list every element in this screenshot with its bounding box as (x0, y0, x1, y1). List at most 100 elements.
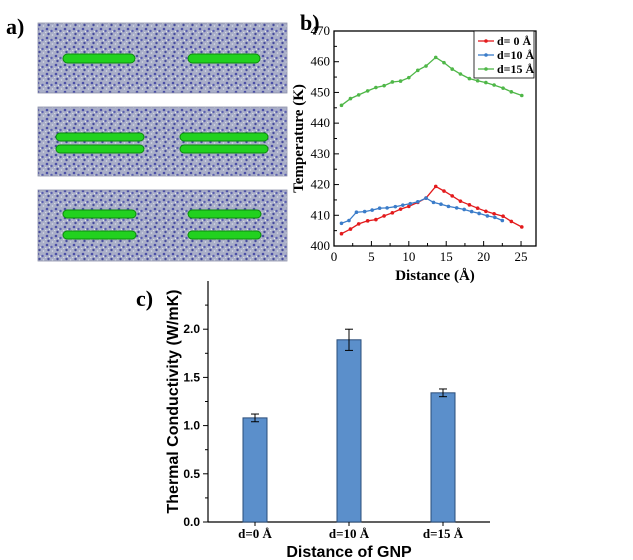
snapshot-d15 (37, 189, 288, 262)
gnp-sheet (62, 209, 137, 219)
temperature-line-chart: 0 5 10 15 20 25 400 410 420 430 440 450 460 470 Distan… (291, 23, 537, 284)
gnp-sheet (179, 132, 269, 142)
series-point-2 (509, 90, 514, 94)
series-point-1 (462, 207, 466, 212)
x-tick-label: 20 (477, 249, 490, 264)
bar (336, 339, 362, 523)
series-point-2 (374, 85, 378, 90)
y-tick-label: 440 (311, 115, 331, 130)
panel-label-c: c) (136, 286, 154, 311)
series-point-2 (365, 89, 370, 93)
series-point-1 (500, 218, 505, 223)
series-point-1 (493, 215, 497, 220)
thermal-conductivity-bar-chart: 0.0 0.5 1.0 1.5 2.0 d=0 Å d=10 Å d=15 Å Distance… (165, 281, 490, 560)
x-tick-label: d=0 Å (238, 526, 272, 541)
series-point-0 (339, 231, 344, 236)
series-point-0 (484, 209, 488, 214)
y-tick-label: 2.0 (183, 322, 200, 336)
series-point-0 (492, 211, 496, 216)
series-point-2 (492, 83, 496, 87)
y-tick-label: 450 (311, 84, 331, 99)
series-point-1 (377, 206, 382, 211)
series-point-0 (398, 207, 403, 211)
legend-marker (484, 39, 488, 43)
y-tick-label: 1.0 (183, 419, 200, 433)
series-point-1 (446, 204, 451, 209)
series-point-0 (374, 217, 378, 222)
bar (242, 417, 268, 523)
series-point-0 (519, 225, 524, 229)
gnp-sheet (62, 53, 136, 64)
series-point-0 (458, 199, 463, 203)
x-tick-label: 0 (331, 249, 338, 264)
series-point-0 (390, 211, 395, 215)
series-point-2 (407, 75, 411, 80)
series-point-1 (469, 209, 474, 214)
series-point-2 (415, 68, 420, 73)
legend-entry: d= 0 Å (497, 34, 532, 48)
series-point-1 (485, 214, 490, 218)
x-tick-label: d=15 Å (423, 526, 464, 541)
gnp-sheet (187, 230, 262, 240)
series-point-0 (450, 194, 455, 198)
x-tick-label: d=10 Å (329, 526, 370, 541)
series-point-2 (450, 67, 455, 71)
series-point-2 (458, 72, 463, 76)
series-point-0 (382, 214, 386, 218)
y-tick-label: 410 (311, 207, 331, 222)
panel-label-b: b) (300, 10, 320, 35)
legend-entry: d=10 Å (497, 48, 535, 62)
legend-entry: d=15 Å (497, 62, 535, 76)
series-point-2 (339, 103, 344, 108)
series-point-2 (484, 80, 488, 85)
series-point-0 (467, 203, 472, 207)
series-point-1 (385, 206, 389, 210)
panel-label-a: a) (6, 14, 25, 39)
series-point-0 (433, 184, 438, 189)
series-point-2 (398, 79, 403, 83)
x-axis-title: Distance of GNP (286, 544, 412, 560)
series-point-1 (347, 218, 351, 223)
gnp-sheet (179, 144, 269, 154)
series-line-0 (341, 185, 523, 235)
y-tick-label: 470 (311, 23, 331, 38)
bar (430, 392, 456, 523)
series-point-2 (356, 93, 361, 97)
series-point-2 (475, 78, 480, 83)
series-point-1 (477, 211, 481, 216)
series-point-1 (339, 221, 344, 226)
y-tick-label: 1.5 (183, 370, 200, 384)
series-point-1 (370, 208, 374, 212)
x-axis-title: Distance (Å) (395, 268, 475, 284)
series-line-2 (341, 56, 523, 106)
series-point-1 (454, 206, 459, 210)
y-axis-title: Thermal Conductivity (W/mK) (165, 289, 182, 513)
series-point-0 (475, 206, 480, 211)
series-point-0 (442, 189, 446, 193)
series-point-0 (501, 214, 505, 219)
y-tick-label: 430 (311, 146, 331, 161)
series-point-0 (509, 219, 514, 224)
legend-marker (484, 53, 488, 57)
series-point-2 (424, 64, 428, 68)
series-point-1 (424, 196, 428, 200)
series-point-2 (519, 93, 524, 98)
gnp-sheet (55, 132, 145, 142)
series-point-2 (433, 55, 438, 60)
series-point-2 (467, 76, 472, 81)
y-tick-label: 0.5 (183, 467, 200, 481)
series-point-1 (354, 210, 359, 215)
series-point-2 (348, 96, 353, 101)
gnp-sheet (55, 144, 145, 154)
gnp-sheet (62, 230, 137, 240)
series-point-2 (390, 80, 395, 84)
series-point-1 (408, 201, 413, 206)
x-tick-label: 10 (402, 249, 415, 264)
series-point-2 (382, 83, 386, 88)
x-tick-label: 25 (515, 249, 528, 264)
x-tick-label: 5 (368, 249, 375, 264)
series-point-2 (501, 86, 505, 90)
series-point-1 (415, 199, 420, 204)
x-tick-label: 15 (440, 249, 453, 264)
y-tick-label: 420 (311, 177, 331, 192)
